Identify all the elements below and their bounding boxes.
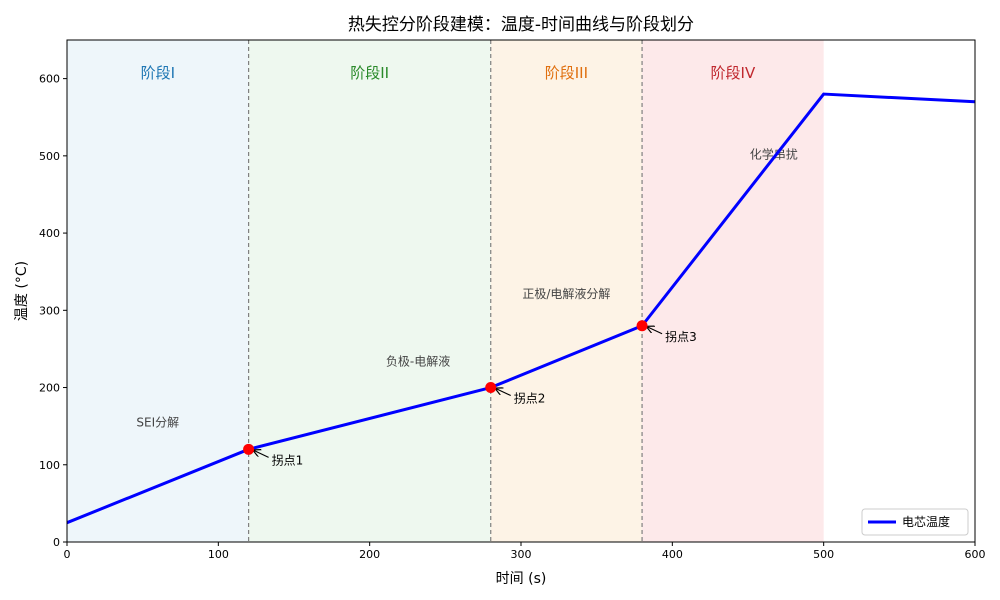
inflection-point-label: 拐点2 [514,391,546,406]
stage-label: 阶段IV [711,64,756,82]
x-tick-label: 500 [813,548,834,561]
stage-band [490,40,643,542]
x-tick-label: 400 [662,548,683,561]
stage-band [67,40,249,542]
inflection-points: 拐点1 拐点2 拐点3 [243,320,697,467]
y-tick-label: 300 [39,304,60,317]
y-tick-label: 400 [39,227,60,240]
chart-title: 热失控分阶段建模：温度-时间曲线与阶段划分 [348,15,694,35]
inflection-arrow [254,450,269,458]
y-axis-title: 温度 (°C) [14,261,30,321]
stage-bands [67,40,824,542]
inflection-point-label: 拐点1 [272,452,304,467]
series-line [66,92,976,525]
x-tick-label: 300 [511,548,532,561]
inflection-point-marker [485,382,497,394]
series-layer [66,92,976,525]
y-tick-label: 500 [39,150,60,163]
stage-labels: 阶段I 阶段II 阶段III 阶段IV [141,64,756,82]
inflection-point-label: 拐点3 [665,329,697,344]
x-tick-label: 100 [208,548,229,561]
stage-label: 阶段I [141,64,175,82]
stage-note: 正极/电解液分解 [522,286,610,301]
x-tick-label: 600 [965,548,986,561]
stage-note: SEI分解 [136,415,179,429]
inflection-point-marker [636,320,648,332]
y-tick-label: 100 [39,459,60,472]
x-axis: 0 100 200 300 400 500 600 [64,542,986,561]
inflection-point-marker [243,443,255,455]
stage-note: 化学串扰 [750,146,798,161]
stage-band [248,40,491,542]
stage-label: 阶段III [545,64,588,82]
stage-band [642,40,824,542]
y-tick-label: 200 [39,382,60,395]
inflection-arrow [496,389,511,397]
x-tick-label: 200 [359,548,380,561]
y-tick-label: 0 [53,536,60,549]
x-tick-label: 0 [64,548,71,561]
legend-box [861,508,969,536]
x-axis-title: 时间 (s) [496,571,547,587]
stage-label: 阶段II [350,64,389,82]
stage-notes: SEI分解 负极-电解液 正极/电解液分解 化学串扰 [136,146,797,429]
legend-label: 电芯温度 [902,514,950,529]
legend: 电芯温度 [861,508,969,536]
stage-note: 负极-电解液 [386,353,450,368]
y-tick-label: 600 [39,73,60,86]
inflection-arrow [647,327,663,335]
y-axis: 0 100 200 300 400 500 600 [39,73,67,549]
